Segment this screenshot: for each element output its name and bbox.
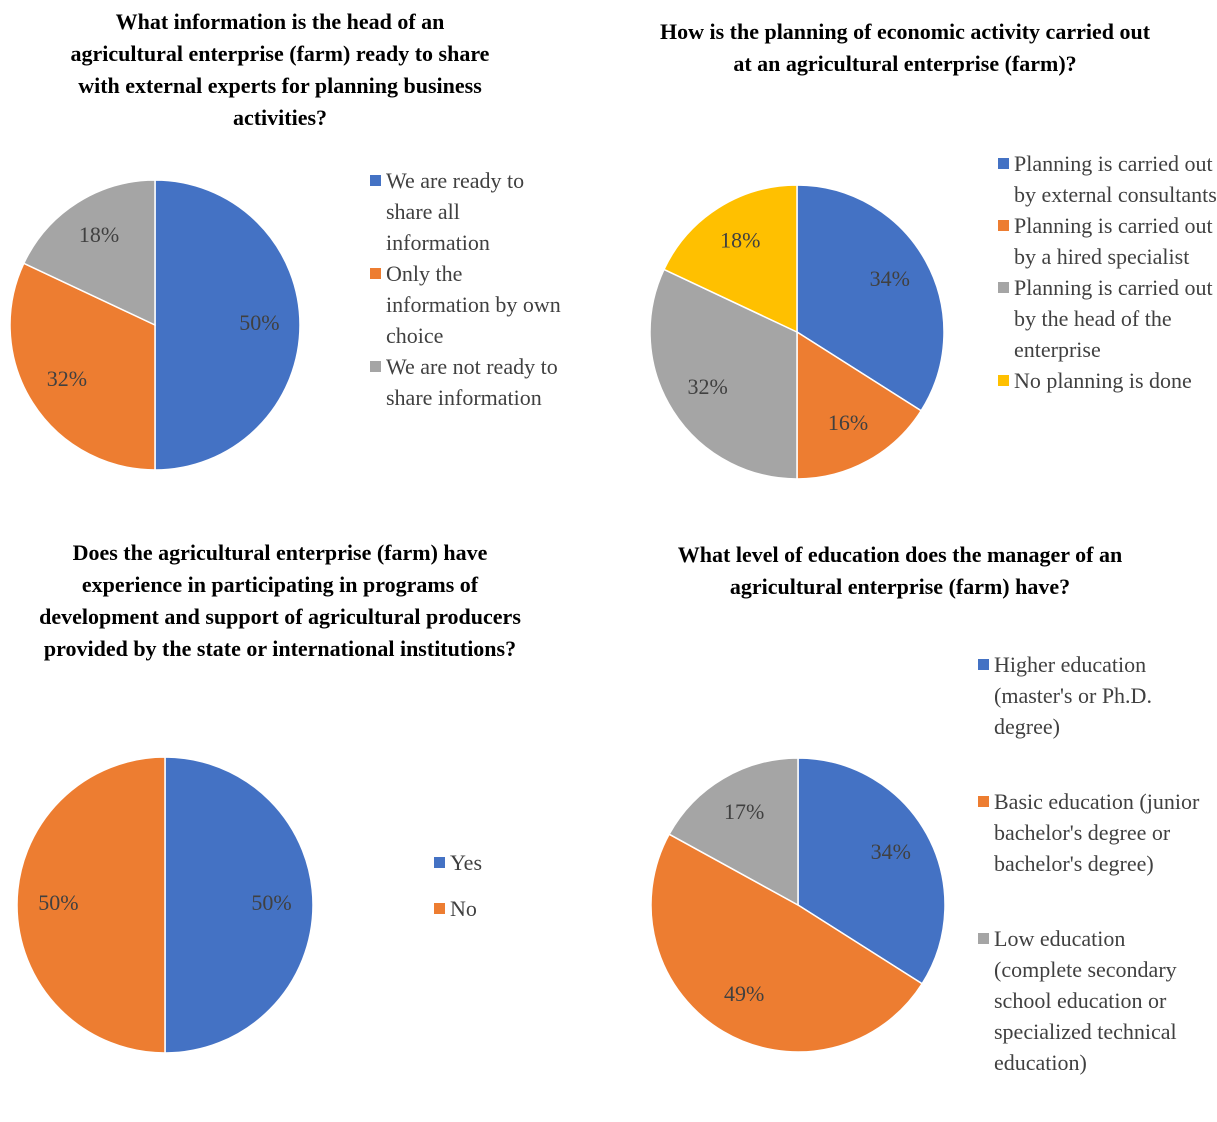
data-label: 50% <box>239 310 279 335</box>
legend-swatch <box>998 158 1009 169</box>
legend-swatch <box>978 796 989 807</box>
legend-swatch <box>998 220 1009 231</box>
legend-item: No <box>432 893 552 924</box>
pie-slice <box>154 179 301 471</box>
legend-swatch <box>978 659 989 670</box>
legend-item: Planning is carried out by a hired speci… <box>996 210 1217 272</box>
legend: Planning is carried out by external cons… <box>996 148 1217 396</box>
legend-label: Basic education (junior bachelor's degre… <box>994 789 1200 876</box>
legend-swatch <box>434 857 445 868</box>
legend-label: No planning is done <box>1014 368 1192 393</box>
data-label: 34% <box>871 839 911 864</box>
pie-slice <box>164 756 314 1054</box>
legend-item: Higher education (master's or Ph.D. degr… <box>976 649 1211 742</box>
legend-swatch <box>998 282 1009 293</box>
legend-label: Low education (complete secondary school… <box>994 926 1177 1075</box>
chart-title: Does the agricultural enterprise (farm) … <box>39 540 521 661</box>
legend-item: Planning is carried out by external cons… <box>996 148 1217 210</box>
data-label: 50% <box>251 890 291 915</box>
data-label: 49% <box>724 981 764 1006</box>
chart-title: What level of education does the manager… <box>677 542 1123 599</box>
data-label: 17% <box>724 799 764 824</box>
data-label: 16% <box>828 410 868 435</box>
legend-item: We are not ready to share information <box>368 351 563 413</box>
legend-item: Yes <box>432 847 552 878</box>
legend-label: Only the information by own choice <box>386 261 561 348</box>
pie-slice <box>796 330 923 480</box>
data-label: 18% <box>79 222 119 247</box>
legend-item: Planning is carried out by the head of t… <box>996 272 1217 365</box>
legend-swatch <box>978 933 989 944</box>
pie-slice <box>668 757 799 907</box>
pie-slice <box>662 184 798 334</box>
legend-item: Basic education (junior bachelor's degre… <box>976 786 1211 879</box>
legend-label: We are not ready to share information <box>386 354 558 410</box>
data-label: 32% <box>687 374 727 399</box>
legend-label: Planning is carried out by the head of t… <box>1014 275 1213 362</box>
legend: Yes No <box>432 847 552 939</box>
pie-slice <box>649 268 798 480</box>
pie-slice <box>16 756 166 1054</box>
data-label: 50% <box>38 890 78 915</box>
legend-swatch <box>370 268 381 279</box>
legend-item: We are ready to share all information <box>368 165 563 258</box>
legend: Higher education (master's or Ph.D. degr… <box>976 649 1211 1122</box>
legend-swatch <box>370 361 381 372</box>
pie-slice <box>22 179 156 327</box>
chart-title: How is the planning of economic activity… <box>659 19 1151 76</box>
page: 50%32%18%34%16%32%18%50%50%34%49%17% (()… <box>9 9 1217 1075</box>
legend-swatch <box>998 375 1009 386</box>
legend-label: Higher education (master's or Ph.D. degr… <box>994 652 1152 739</box>
legend-label: Planning is carried out by a hired speci… <box>1014 213 1213 269</box>
pie-slice <box>797 757 946 985</box>
pie-slice <box>796 184 945 412</box>
data-label: 18% <box>720 228 760 253</box>
legend-label: Yes <box>450 850 483 875</box>
legend-label: No <box>450 896 477 921</box>
pie-slice <box>9 262 156 471</box>
chart-title: What information is the head of an agric… <box>70 9 490 130</box>
legend-item: No planning is done <box>996 365 1217 396</box>
pie-slice <box>650 833 924 1053</box>
legend-item: Only the information by own choice <box>368 258 563 351</box>
data-label: 34% <box>870 266 910 291</box>
legend-label: Planning is carried out by external cons… <box>1014 151 1217 207</box>
charts: 50% 32% 18% 34% 16% 32% 18% 50% 50% 34% 49% 17% <box>9 179 946 1054</box>
data-label: 32% <box>47 366 87 391</box>
legend-item: Low education (complete secondary school… <box>976 923 1211 1078</box>
legend-swatch <box>434 903 445 914</box>
legend-swatch <box>370 175 381 186</box>
legend-label: We are ready to share all information <box>386 168 525 255</box>
legend: We are ready to share all information Onl… <box>368 165 563 413</box>
